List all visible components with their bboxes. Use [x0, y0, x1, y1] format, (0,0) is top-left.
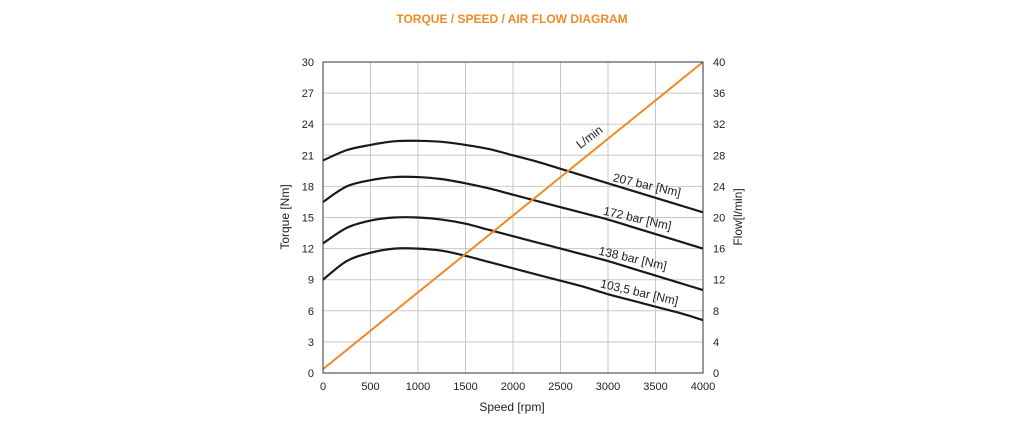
series-line-1	[322, 175, 704, 250]
x-tick-label: 3000	[596, 381, 620, 393]
tick-labels: 0 500 1000 1500 2000 2500 3000 3500 400003691215…	[302, 57, 726, 393]
y-tick-label: 15	[302, 213, 314, 225]
series-line-2	[322, 216, 704, 292]
y-tick-label: 12	[302, 244, 314, 256]
plot-border	[322, 61, 704, 374]
x-tick-label: 2000	[501, 381, 525, 393]
x-tick-label: 500	[361, 381, 379, 393]
chart-title: TORQUE / SPEED / AIR FLOW DIAGRAM	[396, 12, 628, 26]
y2-tick-label: 8	[713, 306, 719, 318]
y2-tick-label: 4	[713, 337, 719, 349]
y2-tick-label: 12	[713, 275, 725, 287]
series-line-3	[322, 247, 704, 322]
y2-tick-label: 36	[713, 88, 725, 100]
y2-tick-label: 32	[713, 119, 725, 131]
axis-labels: Speed [rpm] Torque [Nm] Flow[l/min]	[278, 184, 745, 414]
y-tick-label: 24	[302, 119, 314, 131]
y-tick-label: 9	[308, 275, 314, 287]
y2-tick-label: 20	[713, 213, 725, 225]
series-line-4	[322, 61, 704, 370]
y2-axis-label: Flow[l/min]	[731, 188, 745, 245]
y2-tick-label: 40	[713, 57, 725, 69]
x-tick-label: 3500	[643, 381, 667, 393]
x-tick-label: 1500	[453, 381, 477, 393]
series-layer	[322, 61, 704, 370]
x-axis-label: Speed [rpm]	[479, 400, 544, 414]
y2-tick-label: 16	[713, 244, 725, 256]
y-tick-label: 30	[302, 57, 314, 69]
y2-tick-label: 0	[713, 368, 719, 380]
y-tick-label: 3	[308, 337, 314, 349]
y-tick-label: 18	[302, 181, 314, 193]
y2-tick-label: 24	[713, 181, 725, 193]
y2-tick-label: 28	[713, 150, 725, 162]
y-axis-label: Torque [Nm]	[278, 184, 292, 249]
x-tick-label: 4000	[691, 381, 715, 393]
x-tick-label: 0	[320, 381, 326, 393]
series-line-0	[322, 139, 704, 214]
x-tick-label: 1000	[406, 381, 430, 393]
y-tick-label: 21	[302, 150, 314, 162]
x-tick-label: 2500	[548, 381, 572, 393]
y-tick-label: 6	[308, 306, 314, 318]
y-tick-label: 0	[308, 368, 314, 380]
plot-frame	[322, 61, 704, 374]
curve-label-4: L/min	[573, 123, 605, 152]
y-tick-label: 27	[302, 88, 314, 100]
